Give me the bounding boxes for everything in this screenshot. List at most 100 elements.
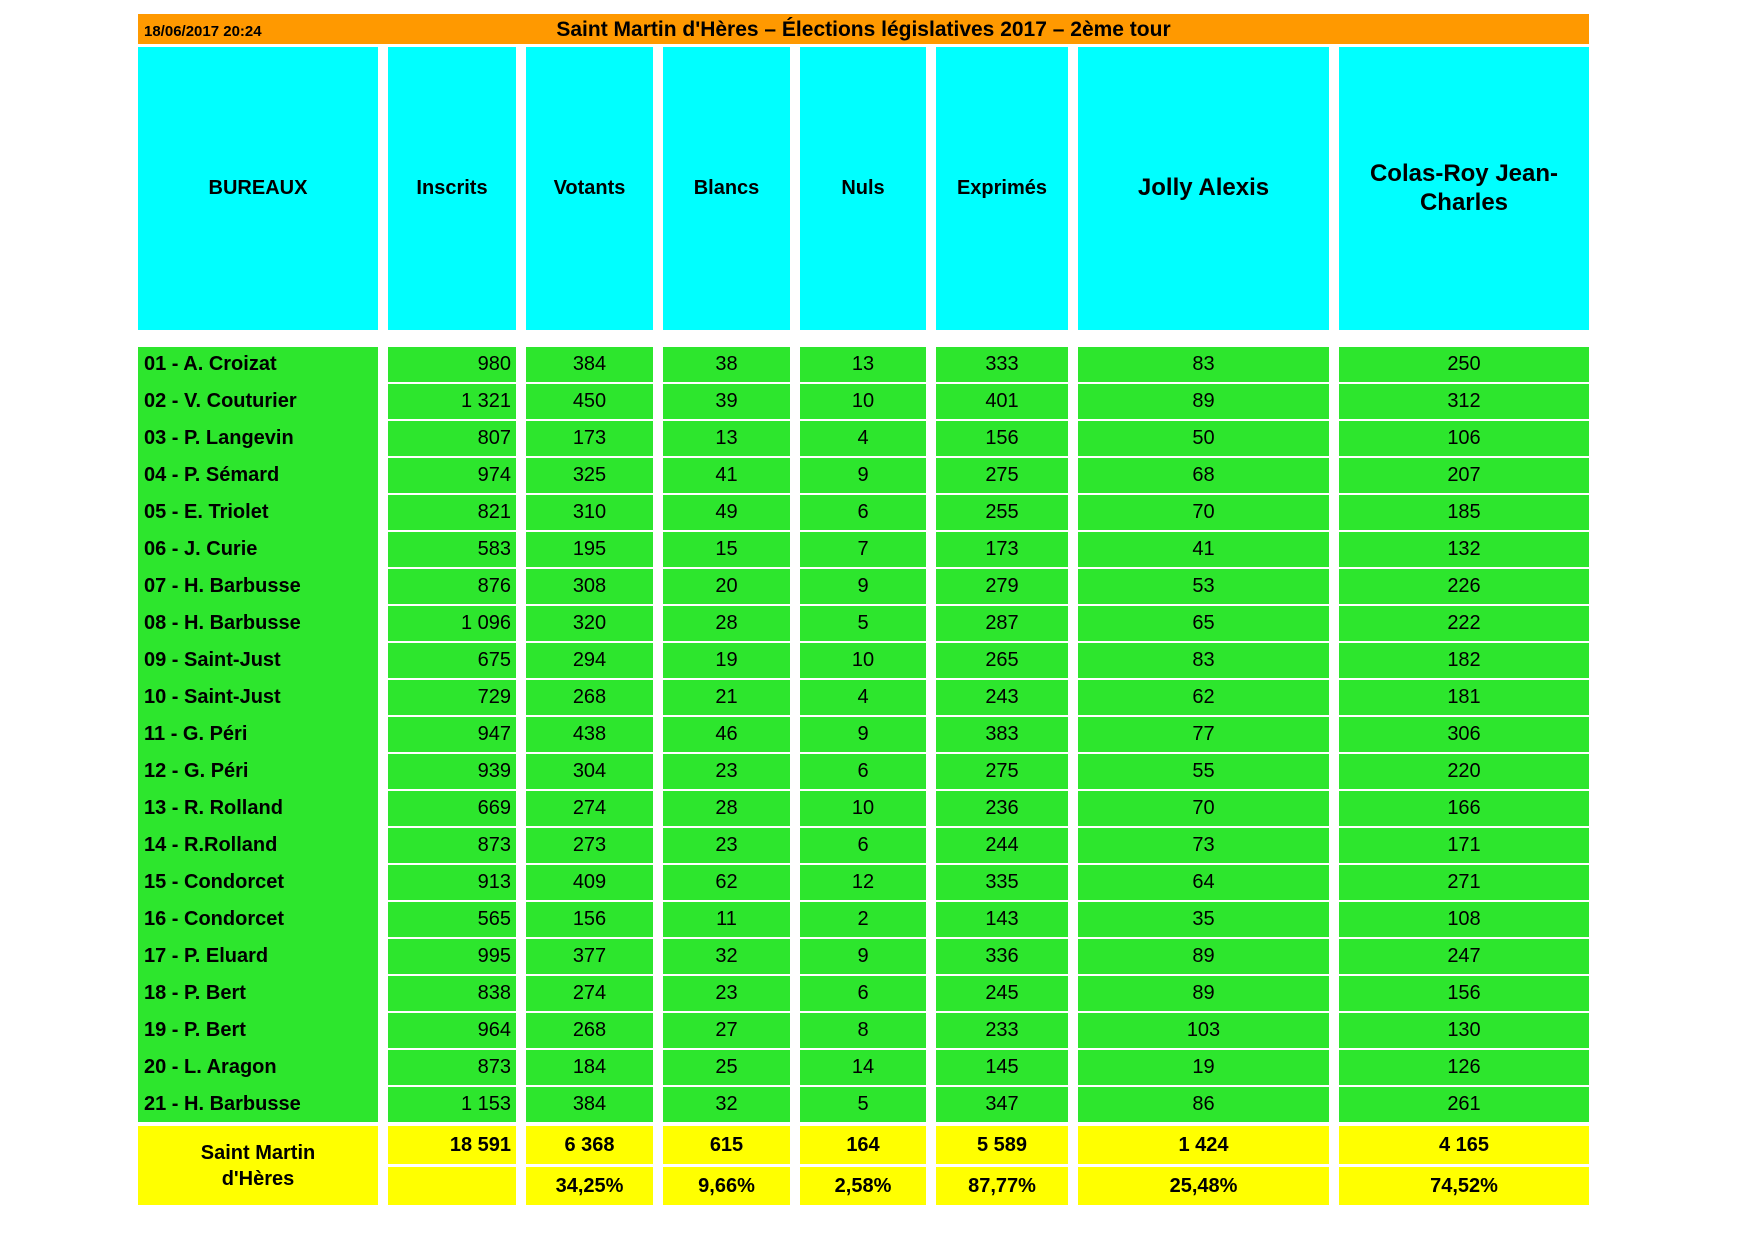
table-row: 03 - P. Langevin 807 173 13 4 156 50 106 [138, 421, 1589, 456]
inscrits-cell: 995 [388, 939, 516, 974]
blancs-cell: 20 [663, 569, 790, 604]
nuls-cell: 6 [800, 828, 926, 863]
table-row: 15 - Condorcet 913 409 62 12 335 64 271 [138, 865, 1589, 900]
bureau-name-cell: 15 - Condorcet [144, 871, 285, 893]
votants-cell: 384 [526, 347, 653, 382]
inscrits-cell: 947 [388, 717, 516, 752]
jolly-votes-cell: 103 [1078, 1013, 1329, 1048]
exprimes-cell: 275 [936, 458, 1068, 493]
blancs-cell: 32 [663, 939, 790, 974]
bureau-name-cell: 01 - A. Croizat [144, 353, 277, 375]
votants-cell: 268 [526, 1013, 653, 1048]
exprimes-cell: 236 [936, 791, 1068, 826]
pct-exprimes: 87,77% [936, 1167, 1068, 1205]
table-row: 11 - G. Péri 947 438 46 9 383 77 306 [138, 717, 1589, 752]
colas-votes-cell: 220 [1339, 754, 1589, 789]
colas-votes-cell: 222 [1339, 606, 1589, 641]
bureau-name-cell: 18 - P. Bert [144, 982, 246, 1004]
colas-votes-cell: 126 [1339, 1050, 1589, 1085]
colas-votes-cell: 132 [1339, 532, 1589, 567]
bureau-name-cell: 17 - P. Eluard [144, 945, 269, 967]
blancs-cell: 13 [663, 421, 790, 456]
colas-votes-cell: 247 [1339, 939, 1589, 974]
pct-colas: 74,52% [1339, 1167, 1589, 1205]
table-row: 16 - Condorcet 565 156 11 2 143 35 108 [138, 902, 1589, 937]
votants-cell: 438 [526, 717, 653, 752]
inscrits-cell: 821 [388, 495, 516, 530]
votants-cell: 384 [526, 1087, 653, 1122]
inscrits-cell: 1 321 [388, 384, 516, 419]
inscrits-cell: 974 [388, 458, 516, 493]
nuls-cell: 8 [800, 1013, 926, 1048]
nuls-cell: 2 [800, 902, 926, 937]
bureau-name-cell: 12 - G. Péri [144, 760, 249, 782]
exprimes-cell: 275 [936, 754, 1068, 789]
table-row: 06 - J. Curie 583 195 15 7 173 41 132 [138, 532, 1589, 567]
table-row: 18 - P. Bert 838 274 23 6 245 89 156 [138, 976, 1589, 1011]
votants-cell: 273 [526, 828, 653, 863]
pct-inscrits [388, 1167, 516, 1205]
nuls-cell: 10 [800, 643, 926, 678]
blancs-cell: 11 [663, 902, 790, 937]
nuls-cell: 5 [800, 1087, 926, 1122]
inscrits-cell: 980 [388, 347, 516, 382]
jolly-votes-cell: 19 [1078, 1050, 1329, 1085]
table-row: 14 - R.Rolland 873 273 23 6 244 73 171 [138, 828, 1589, 863]
jolly-votes-cell: 89 [1078, 976, 1329, 1011]
bureau-name-cell: 11 - G. Péri [144, 723, 248, 745]
inscrits-cell: 838 [388, 976, 516, 1011]
exprimes-cell: 333 [936, 347, 1068, 382]
pct-votants: 34,25% [526, 1167, 653, 1205]
table-row: 02 - V. Couturier 1 321 450 39 10 401 89 312 [138, 384, 1589, 419]
inscrits-cell: 913 [388, 865, 516, 900]
nuls-cell: 10 [800, 791, 926, 826]
header-candidate-colas-roy: Colas-Roy Jean-Charles [1339, 47, 1589, 330]
colas-votes-cell: 182 [1339, 643, 1589, 678]
colas-votes-cell: 185 [1339, 495, 1589, 530]
header-votants: Votants [526, 47, 653, 330]
votants-cell: 377 [526, 939, 653, 974]
exprimes-cell: 279 [936, 569, 1068, 604]
inscrits-cell: 669 [388, 791, 516, 826]
bureau-name-cell: 19 - P. Bert [144, 1019, 246, 1041]
bureau-name-cell: 08 - H. Barbusse [144, 612, 301, 634]
table-row: 07 - H. Barbusse 876 308 20 9 279 53 226 [138, 569, 1589, 604]
nuls-cell: 6 [800, 754, 926, 789]
table-row: 01 - A. Croizat 980 384 38 13 333 83 250 [138, 347, 1589, 382]
inscrits-cell: 675 [388, 643, 516, 678]
nuls-cell: 6 [800, 495, 926, 530]
jolly-votes-cell: 50 [1078, 421, 1329, 456]
header-blancs: Blancs [663, 47, 790, 330]
exprimes-cell: 233 [936, 1013, 1068, 1048]
jolly-votes-cell: 73 [1078, 828, 1329, 863]
jolly-votes-cell: 35 [1078, 902, 1329, 937]
table-row: 10 - Saint-Just 729 268 21 4 243 62 181 [138, 680, 1589, 715]
votants-cell: 450 [526, 384, 653, 419]
header-nuls: Nuls [800, 47, 926, 330]
bureau-name-cell: 10 - Saint-Just [144, 686, 281, 708]
page-title: Saint Martin d'Hères – Élections législa… [556, 18, 1171, 41]
bureau-name-cell: 07 - H. Barbusse [144, 575, 301, 597]
blancs-cell: 46 [663, 717, 790, 752]
jolly-votes-cell: 86 [1078, 1087, 1329, 1122]
totals-row: 18 591 6 368 615 164 5 589 1 424 4 165 [138, 1126, 1589, 1164]
votants-cell: 409 [526, 865, 653, 900]
blancs-cell: 23 [663, 976, 790, 1011]
totals-city-label: Saint Martin d'Hères [138, 1126, 378, 1205]
blancs-cell: 49 [663, 495, 790, 530]
bureau-name-cell: 02 - V. Couturier [144, 390, 297, 412]
inscrits-cell: 964 [388, 1013, 516, 1048]
jolly-votes-cell: 83 [1078, 347, 1329, 382]
table-row: 17 - P. Eluard 995 377 32 9 336 89 247 [138, 939, 1589, 974]
nuls-cell: 7 [800, 532, 926, 567]
colas-votes-cell: 226 [1339, 569, 1589, 604]
exprimes-cell: 245 [936, 976, 1068, 1011]
jolly-votes-cell: 41 [1078, 532, 1329, 567]
colas-votes-cell: 130 [1339, 1013, 1589, 1048]
exprimes-cell: 336 [936, 939, 1068, 974]
nuls-cell: 5 [800, 606, 926, 641]
blancs-cell: 38 [663, 347, 790, 382]
colas-votes-cell: 166 [1339, 791, 1589, 826]
total-colas: 4 165 [1339, 1126, 1589, 1164]
totals-city-line1: Saint Martin [200, 1141, 316, 1164]
